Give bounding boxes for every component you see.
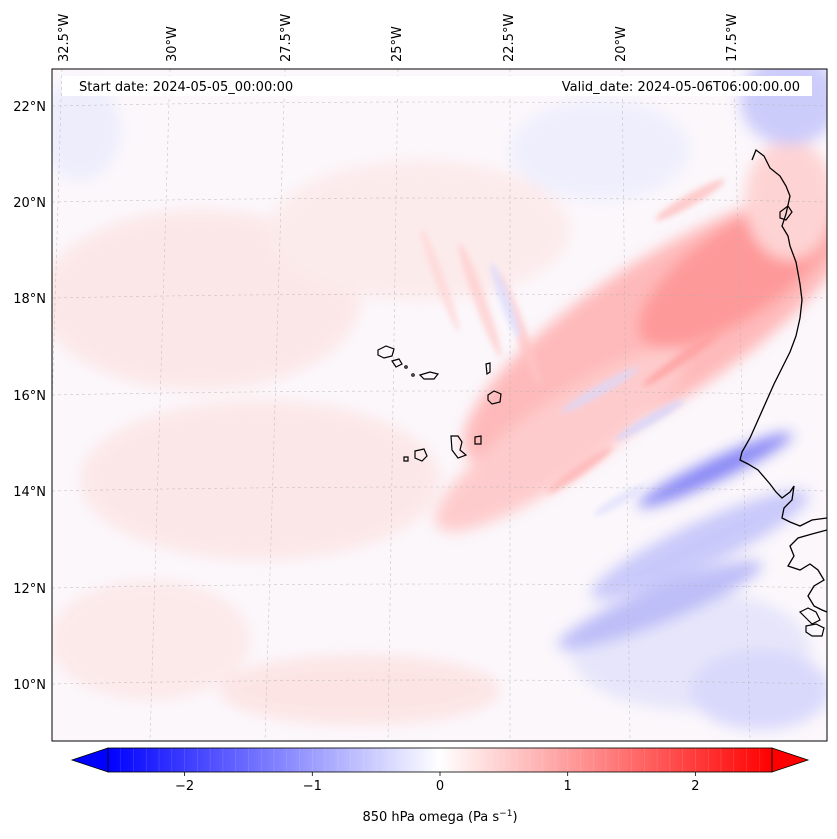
wave-streak <box>655 179 725 221</box>
colorbar-label: 850 hPa omega (Pa s−1) <box>362 809 517 825</box>
map-frame <box>51 68 828 742</box>
meridian <box>149 69 171 741</box>
colorbar-label-close: ) <box>512 810 517 825</box>
ascent-band <box>435 348 685 532</box>
field-patch <box>270 160 570 300</box>
colorbar-tick-label: 2 <box>691 779 699 794</box>
lon-label: 17.5°W <box>725 14 740 62</box>
colorbar-label-exponent: −1 <box>499 809 512 819</box>
lon-label: 20°W <box>614 26 629 62</box>
parallel <box>52 583 827 589</box>
island-sal <box>485 362 491 376</box>
colorbar-ticks: −2 −1 0 1 2 <box>175 772 700 794</box>
lat-label: 12°N <box>13 582 46 597</box>
colorbar-extend-min <box>70 747 109 773</box>
island-santiago <box>450 435 468 459</box>
island-sao-vicente <box>391 358 403 368</box>
descent-band <box>557 560 763 650</box>
parallel <box>52 293 827 299</box>
lon-label: 32.5°W <box>57 14 72 62</box>
header-strip <box>62 76 812 96</box>
wave-streak <box>560 367 640 413</box>
colorbar-extend-max <box>771 747 810 773</box>
graticule <box>52 69 827 741</box>
colorbar-steps <box>120 748 760 772</box>
field-patch <box>220 655 500 725</box>
meridian <box>733 69 751 741</box>
omega-field <box>52 69 827 730</box>
field-patch <box>510 100 690 200</box>
lon-label: 27.5°W <box>279 14 294 62</box>
island-maio <box>474 435 482 445</box>
valid-date-label: Valid_date: 2024-05-06T06:00:00.00 <box>562 80 800 95</box>
lat-label: 14°N <box>13 485 46 500</box>
africa-coastline <box>787 529 827 613</box>
africa-coastline <box>805 623 825 637</box>
lat-label: 18°N <box>13 292 46 307</box>
island-brava <box>403 456 409 462</box>
lon-label: 22.5°W <box>502 14 517 62</box>
latitude-labels: 22°N 20°N 18°N 16°N 14°N 12°N 10°N <box>13 100 46 693</box>
africa-coastline <box>739 148 827 527</box>
parallel <box>52 486 827 492</box>
colorbar-tick-label: −1 <box>303 779 322 794</box>
colorbar-label-text: 850 hPa omega (Pa s <box>362 810 499 825</box>
lat-label: 16°N <box>13 389 46 404</box>
descent-band <box>590 490 810 600</box>
wave-streak <box>547 446 613 494</box>
field-patch <box>52 580 250 700</box>
cape-verde-islands <box>377 345 502 462</box>
lon-label: 25°W <box>390 26 405 62</box>
field-patch <box>80 400 440 560</box>
wave-streak <box>458 243 502 357</box>
wave-streak <box>593 484 647 516</box>
parallel <box>52 197 827 203</box>
colorbar-tick-label: 1 <box>564 779 572 794</box>
longitude-labels: 32.5°W 30°W 27.5°W 25°W 22.5°W 20°W 17.5… <box>57 14 740 62</box>
lat-label: 20°N <box>13 196 46 211</box>
meridian <box>387 69 399 741</box>
start-date-label: Start date: 2024-05-05_00:00:00 <box>79 80 293 95</box>
island-santo-antao <box>377 345 395 359</box>
island-fogo <box>414 448 428 462</box>
colorbar: −2 −1 0 1 2 850 hPa omega (Pa s−1) <box>70 747 810 825</box>
wave-streak <box>615 399 685 441</box>
colorbar-tick-label: 0 <box>436 779 444 794</box>
colorbar-ramp <box>108 748 772 772</box>
island-boa-vista <box>487 390 502 405</box>
parallel <box>52 101 827 107</box>
meridian <box>621 69 631 741</box>
wave-streak <box>643 333 717 387</box>
parallel <box>52 390 827 396</box>
lon-label: 30°W <box>165 26 180 62</box>
colorbar-tick-label: −2 <box>175 779 194 794</box>
lat-label: 10°N <box>13 678 46 693</box>
parallel <box>52 679 827 685</box>
island-sao-nicolau <box>418 371 440 380</box>
africa-coastline <box>779 205 793 221</box>
wave-streak <box>420 228 460 332</box>
wave-streak <box>490 262 520 338</box>
descent-patch <box>690 650 827 730</box>
map-panel: Start date: 2024-05-05_00:00:00 Valid_da… <box>52 69 827 741</box>
meridian <box>264 69 286 741</box>
island-santa-luzia <box>404 365 408 369</box>
africa-coastline <box>798 607 821 625</box>
island-islet <box>411 373 415 377</box>
lat-label: 22°N <box>13 100 46 115</box>
ascent-band <box>745 140 827 260</box>
